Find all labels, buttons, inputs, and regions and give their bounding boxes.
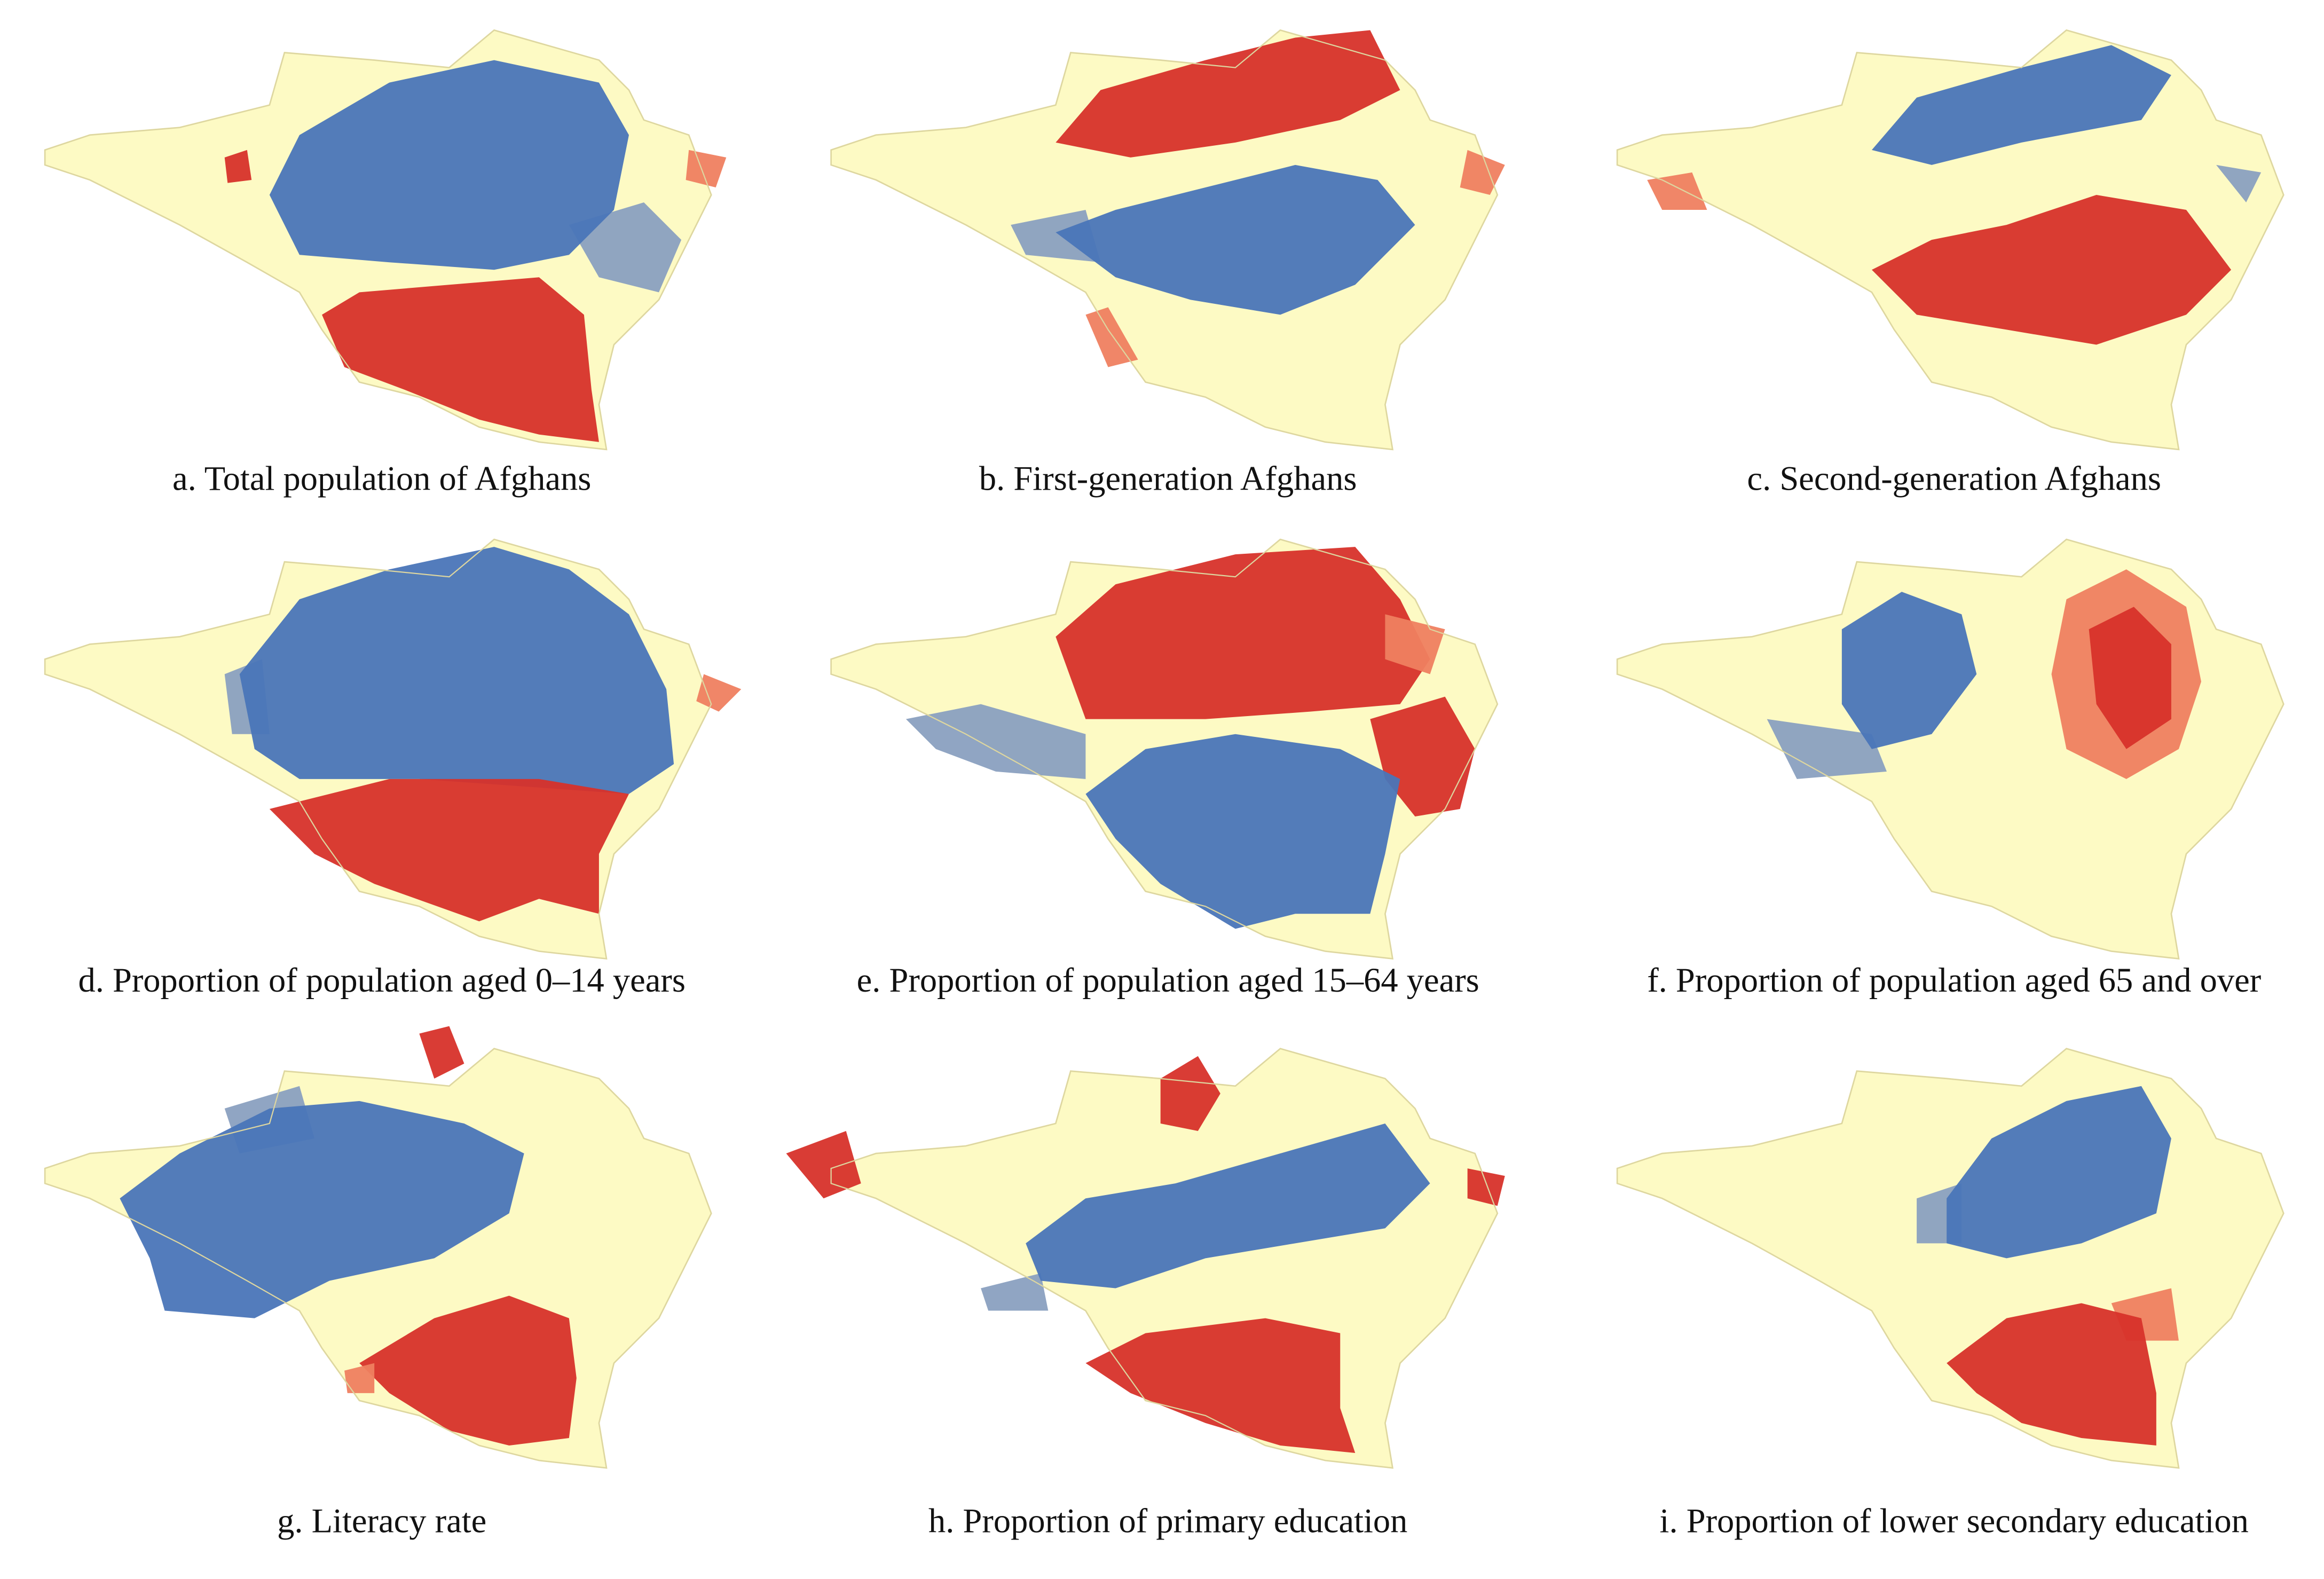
region [359, 1295, 577, 1446]
panel-caption: c. Second-generation Afghans [1747, 460, 2161, 498]
panel-caption: e. Proportion of population aged 15–64 y… [857, 961, 1479, 999]
map-panel [44, 29, 727, 451]
map-panel [1616, 1048, 2284, 1469]
map-panel [1616, 29, 2284, 451]
region [419, 1026, 464, 1079]
region [2216, 164, 2262, 203]
region [1871, 45, 2171, 165]
region [322, 277, 599, 442]
panel-caption: g. Literacy rate [277, 1502, 486, 1540]
region [1871, 195, 2232, 345]
map-panel [830, 29, 1505, 451]
panel-caption: h. Proportion of primary education [928, 1502, 1407, 1540]
region [1841, 592, 1977, 749]
map-panel [830, 538, 1499, 960]
map-panel [44, 538, 742, 960]
boundary [1617, 1048, 2284, 1469]
region [1085, 734, 1400, 929]
boundary [1617, 29, 2284, 451]
boundary [1617, 538, 2284, 960]
map-panel [1616, 538, 2284, 960]
region [696, 674, 742, 712]
region [344, 1363, 375, 1393]
panel-caption: b. First-generation Afghans [979, 460, 1357, 498]
region [1085, 1318, 1356, 1454]
region [120, 1101, 524, 1318]
region [1055, 30, 1400, 158]
region [2089, 607, 2171, 749]
panel-caption: f. Proportion of population aged 65 and … [1647, 961, 2261, 999]
region [1647, 172, 1707, 210]
region [1160, 1056, 1220, 1131]
map-panel [786, 1048, 1505, 1469]
region [905, 704, 1086, 779]
region [269, 60, 629, 270]
region [269, 779, 629, 922]
region [1460, 150, 1505, 195]
panel-caption: i. Proportion of lower secondary educati… [1660, 1502, 2249, 1540]
boundary [44, 1048, 712, 1469]
region [1011, 210, 1101, 263]
region [1947, 1086, 2171, 1259]
region [224, 150, 252, 183]
panel-caption: d. Proportion of population aged 0–14 ye… [78, 961, 686, 999]
region [686, 150, 727, 187]
boundary [44, 538, 712, 960]
panel-caption: a. Total population of Afghans [172, 460, 591, 498]
boundary [44, 29, 712, 451]
region [786, 1130, 861, 1199]
boundary [830, 538, 1498, 960]
region [239, 547, 674, 794]
boundary [830, 1048, 1498, 1469]
region [1947, 1303, 2156, 1446]
region [1767, 719, 1887, 779]
region [1026, 1123, 1430, 1289]
region [1085, 307, 1138, 367]
map-panel [44, 1026, 712, 1469]
region [1467, 1168, 1505, 1206]
region [1055, 547, 1430, 719]
region [981, 1273, 1049, 1311]
boundary [830, 29, 1498, 451]
